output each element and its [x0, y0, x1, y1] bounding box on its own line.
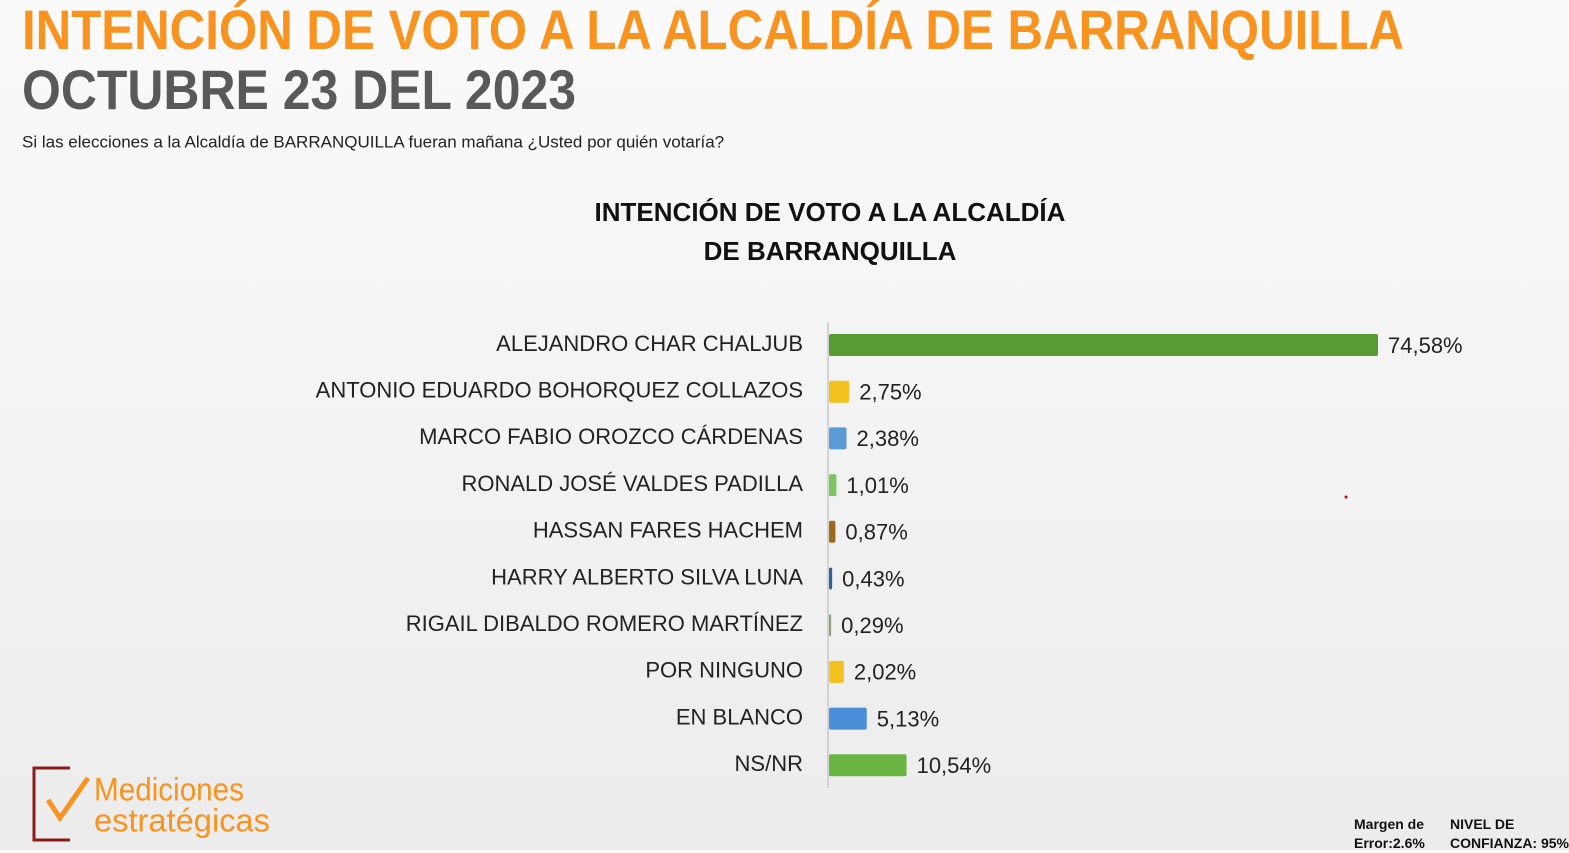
category-label: ALEJANDRO CHAR CHALJUB [496, 331, 803, 356]
value-label: 0,87% [845, 520, 907, 545]
value-label: 1,01% [846, 473, 908, 498]
category-label: ANTONIO EDUARDO BOHORQUEZ COLLAZOS [316, 378, 803, 403]
category-label: RONALD JOSÉ VALDES PADILLA [461, 471, 803, 496]
category-label: POR NINGUNO [645, 658, 803, 683]
category-label: RIGAIL DIBALDO ROMERO MARTÍNEZ [406, 611, 803, 636]
question: Si las elecciones a la Alcaldía de BARRA… [22, 132, 724, 151]
bar [829, 660, 844, 683]
chart-title: DE BARRANQUILLA [704, 236, 957, 266]
category-label: HARRY ALBERTO SILVA LUNA [491, 564, 803, 589]
bar [829, 427, 847, 450]
value-label: 2,02% [854, 660, 916, 685]
logo-text: estratégicas [94, 802, 270, 838]
category-label: HASSAN FARES HACHEM [533, 518, 803, 543]
bar [829, 754, 907, 777]
bar [829, 520, 836, 543]
stray-dot [1344, 495, 1348, 499]
bar [829, 380, 850, 403]
value-label: 74,58% [1388, 333, 1463, 358]
chart-title: INTENCIÓN DE VOTO A LA ALCALDÍA [595, 197, 1066, 227]
value-label: 2,38% [857, 426, 919, 451]
value-label: 2,75% [859, 380, 921, 405]
value-label: 0,29% [841, 613, 903, 638]
footer-confidence: NIVEL DE CONFIANZA: 95% [1450, 816, 1569, 851]
value-label: 10,54% [917, 753, 992, 778]
logo-text: Mediciones [94, 771, 244, 807]
value-label: 0,43% [842, 566, 904, 591]
bar [829, 707, 867, 730]
bar [829, 567, 833, 590]
logo-check [45, 776, 91, 823]
bar [829, 334, 1378, 356]
logo-bracket [32, 766, 70, 842]
bar [829, 614, 832, 637]
page-date: OCTUBRE 23 DEL 2023 [22, 58, 576, 121]
value-label: 5,13% [877, 706, 939, 731]
footer-margin: Margen de Error:2.6% [1354, 816, 1425, 851]
category-label: MARCO FABIO OROZCO CÁRDENAS [419, 424, 803, 449]
category-label: NS/NR [735, 751, 803, 776]
page-title: INTENCIÓN DE VOTO A LA ALCALDÍA DE BARRA… [22, 0, 1404, 61]
category-label: EN BLANCO [676, 704, 803, 729]
bar [829, 474, 837, 497]
logo: Mediciones estratégicas [32, 766, 270, 842]
